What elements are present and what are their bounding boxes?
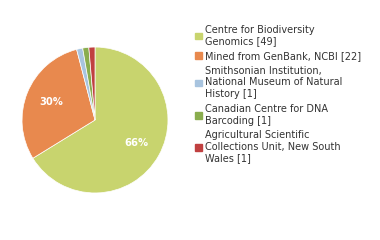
Wedge shape [83,47,95,120]
Wedge shape [22,49,95,158]
Wedge shape [89,47,95,120]
Legend: Centre for Biodiversity
Genomics [49], Mined from GenBank, NCBI [22], Smithsonia: Centre for Biodiversity Genomics [49], M… [195,24,361,164]
Text: 30%: 30% [39,97,63,107]
Wedge shape [77,48,95,120]
Wedge shape [33,47,168,193]
Text: 66%: 66% [124,138,149,148]
